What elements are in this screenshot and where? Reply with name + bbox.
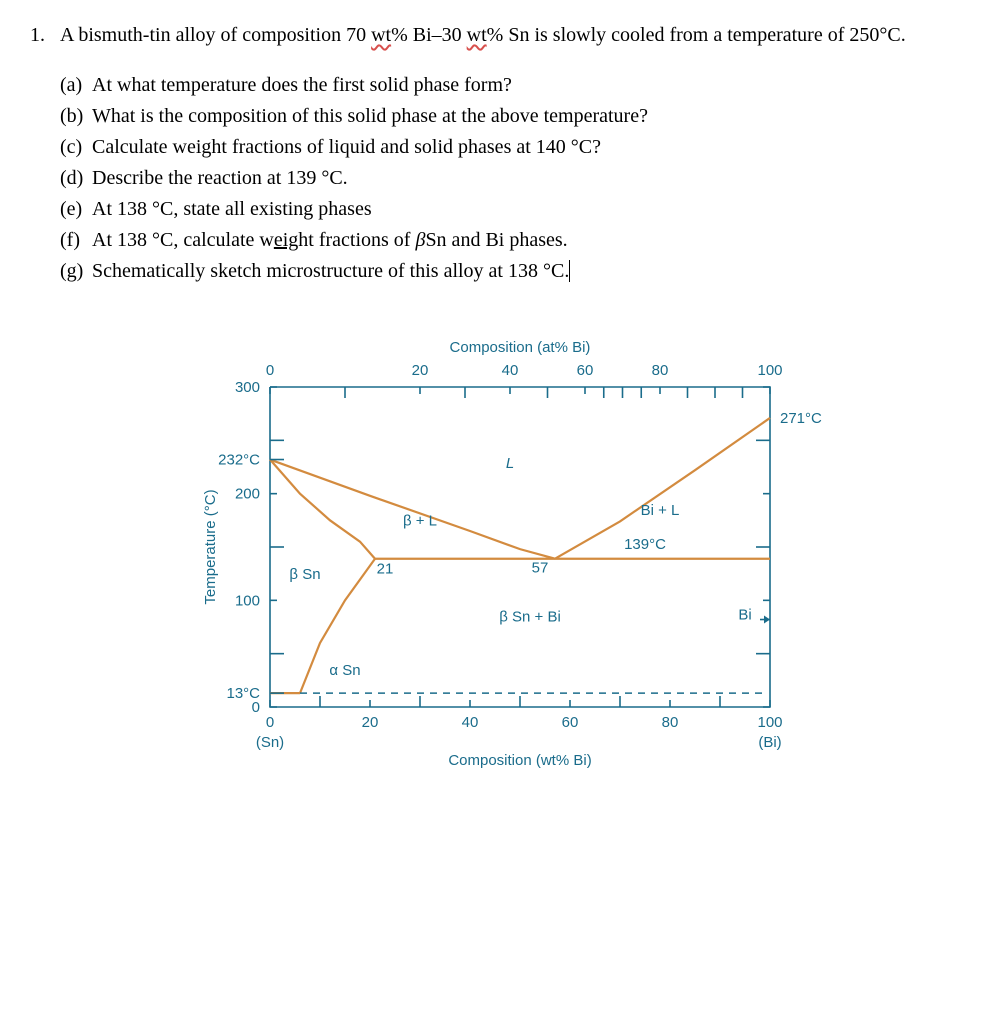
f-suffix: Sn and Bi phases.	[425, 229, 567, 251]
svg-text:(Bi): (Bi)	[758, 734, 781, 751]
svg-text:200: 200	[235, 486, 260, 503]
svg-text:13°C: 13°C	[226, 685, 260, 702]
svg-text:60: 60	[577, 362, 594, 379]
svg-text:α Sn: α Sn	[329, 662, 360, 679]
svg-text:80: 80	[662, 714, 679, 731]
f-mid: ht fractions of	[298, 229, 415, 251]
stem-prefix: A bismuth-tin alloy of composition 70	[60, 24, 371, 46]
svg-text:L: L	[506, 455, 514, 472]
part-c: (c) Calculate weight fractions of liquid…	[60, 132, 970, 163]
svg-text:Temperature (°C): Temperature (°C)	[202, 489, 219, 604]
part-d-label: (d)	[60, 163, 92, 194]
part-g-label: (g)	[60, 256, 92, 287]
parts-list: (a) At what temperature does the first s…	[60, 70, 970, 287]
phase-diagram-chart: 0100200300020406080100020406080100232°C2…	[190, 327, 850, 787]
svg-text:β Sn + Bi: β Sn + Bi	[499, 609, 561, 626]
part-b-label: (b)	[60, 101, 92, 132]
part-a: (a) At what temperature does the first s…	[60, 70, 970, 101]
svg-text:40: 40	[502, 362, 519, 379]
stem-mid1: % Bi–30	[391, 24, 467, 46]
svg-text:271°C: 271°C	[780, 410, 822, 427]
part-e-label: (e)	[60, 194, 92, 225]
svg-text:100: 100	[235, 592, 260, 609]
svg-text:Composition (wt% Bi): Composition (wt% Bi)	[448, 752, 591, 769]
question-stem: A bismuth-tin alloy of composition 70 wt…	[60, 20, 970, 50]
f-beta: β	[415, 229, 425, 251]
part-b-text: What is the composition of this solid ph…	[92, 101, 648, 132]
svg-text:0: 0	[266, 362, 274, 379]
svg-text:100: 100	[757, 714, 782, 731]
part-d: (d) Describe the reaction at 139 °C.	[60, 163, 970, 194]
svg-text:0: 0	[266, 714, 274, 731]
part-f-label: (f)	[60, 225, 92, 256]
svg-text:20: 20	[362, 714, 379, 731]
phase-diagram-svg: 0100200300020406080100020406080100232°C2…	[190, 327, 850, 787]
svg-text:Bi: Bi	[738, 607, 751, 624]
svg-text:80: 80	[652, 362, 669, 379]
part-c-label: (c)	[60, 132, 92, 163]
part-e: (e) At 138 °C, state all existing phases	[60, 194, 970, 225]
part-a-label: (a)	[60, 70, 92, 101]
wt-1: wt	[371, 24, 391, 46]
stem-suffix: % Sn is slowly cooled from a temperature…	[487, 24, 906, 46]
svg-text:21: 21	[377, 561, 394, 578]
question-number: 1.	[30, 20, 60, 50]
part-a-text: At what temperature does the first solid…	[92, 70, 512, 101]
part-g: (g) Schematically sketch microstructure …	[60, 256, 970, 287]
svg-text:β + L: β + L	[403, 513, 437, 530]
part-f-text: At 138 °C, calculate weight fractions of…	[92, 225, 568, 256]
svg-text:139°C: 139°C	[624, 536, 666, 553]
f-under: eig	[274, 229, 298, 251]
svg-text:(Sn): (Sn)	[256, 734, 284, 751]
part-b: (b) What is the composition of this soli…	[60, 101, 970, 132]
svg-text:20: 20	[412, 362, 429, 379]
f-prefix: At 138 °C, calculate w	[92, 229, 274, 251]
g-text: Schematically sketch microstructure of t…	[92, 260, 569, 282]
part-e-text: At 138 °C, state all existing phases	[92, 194, 372, 225]
svg-text:60: 60	[562, 714, 579, 731]
svg-text:57: 57	[532, 560, 549, 577]
svg-text:40: 40	[462, 714, 479, 731]
part-c-text: Calculate weight fractions of liquid and…	[92, 132, 601, 163]
svg-text:100: 100	[757, 362, 782, 379]
part-d-text: Describe the reaction at 139 °C.	[92, 163, 348, 194]
question-header: 1. A bismuth-tin alloy of composition 70…	[30, 20, 970, 50]
svg-text:Composition (at% Bi): Composition (at% Bi)	[450, 339, 591, 356]
svg-text:232°C: 232°C	[218, 452, 260, 469]
part-g-text: Schematically sketch microstructure of t…	[92, 256, 570, 287]
svg-text:Bi + L: Bi + L	[641, 502, 680, 519]
svg-text:β Sn: β Sn	[289, 566, 320, 583]
svg-text:300: 300	[235, 379, 260, 396]
part-f: (f) At 138 °C, calculate weight fraction…	[60, 225, 970, 256]
text-cursor-icon	[569, 260, 570, 282]
wt-2: wt	[467, 24, 487, 46]
